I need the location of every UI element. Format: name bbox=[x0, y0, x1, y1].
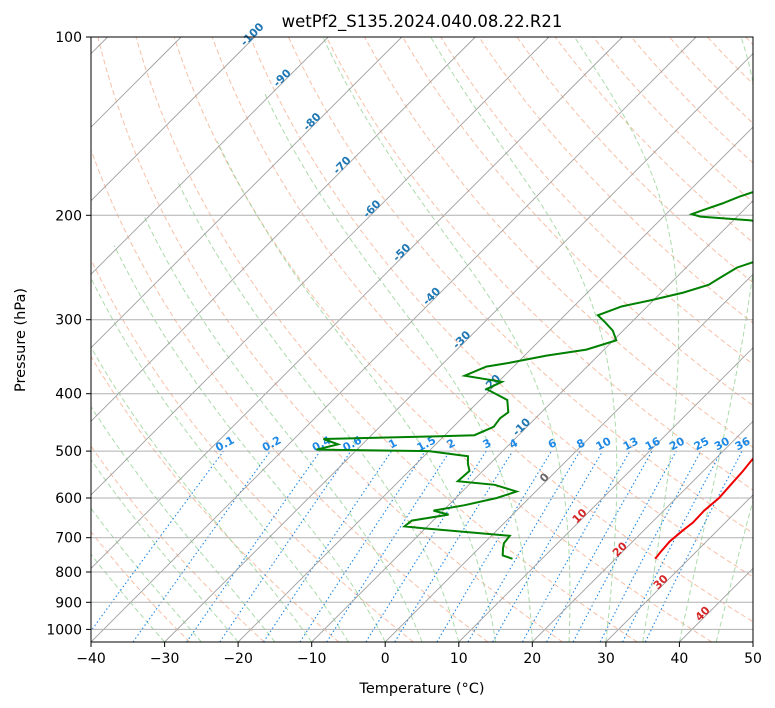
isotherm-line bbox=[91, 37, 329, 275]
dry-adiabat-line bbox=[91, 148, 489, 642]
dry-adiabat-line bbox=[173, 37, 713, 642]
moist-adiabat-line bbox=[715, 498, 753, 642]
y-tick-label: 400 bbox=[55, 387, 82, 403]
plot-frame bbox=[90, 36, 754, 643]
mixing-ratio-line bbox=[522, 450, 631, 642]
mixing-ratio-line bbox=[299, 450, 426, 642]
moist-adiabat-line bbox=[91, 276, 349, 642]
y-axis-label: Pressure (hPa) bbox=[13, 288, 29, 392]
moist-adiabat-line bbox=[264, 94, 533, 642]
dry-adiabat-line bbox=[211, 37, 753, 623]
y-tick-label: 100 bbox=[55, 30, 82, 46]
x-tick-label: −10 bbox=[297, 651, 327, 667]
isotherm-line bbox=[605, 494, 753, 642]
y-tick-label: 500 bbox=[55, 444, 82, 460]
x-tick-label: 50 bbox=[744, 651, 762, 667]
mixing-ratio-line bbox=[326, 450, 451, 642]
moist-adiabat-line bbox=[678, 37, 753, 642]
dry-adiabat-line bbox=[516, 37, 753, 284]
y-tick-label: 900 bbox=[55, 595, 82, 611]
moist-adiabat-line bbox=[430, 37, 618, 642]
dewpoint-line bbox=[316, 191, 753, 560]
isotherm-line bbox=[91, 37, 403, 349]
x-axis-label: Temperature (°C) bbox=[358, 681, 484, 697]
moist-adiabat-line bbox=[113, 245, 386, 642]
mixing-ratio-line bbox=[263, 450, 392, 642]
mixing-ratio-line bbox=[186, 450, 321, 642]
x-tick-label: −20 bbox=[223, 651, 253, 667]
mixing-ratio-line bbox=[91, 450, 224, 632]
dry-adiabat-line bbox=[478, 37, 753, 324]
isotherm-line bbox=[458, 347, 753, 642]
x-tick-label: 30 bbox=[597, 651, 615, 667]
moist-adiabat-line bbox=[143, 215, 423, 642]
mixing-ratio-label: 36 bbox=[733, 434, 753, 453]
moist-adiabat-line bbox=[91, 405, 276, 642]
dry-adiabat-line bbox=[91, 258, 414, 642]
x-tick-label: 10 bbox=[450, 651, 468, 667]
x-tick-label: −30 bbox=[150, 651, 180, 667]
isotherm-line bbox=[384, 273, 753, 642]
isotherm-line bbox=[91, 37, 623, 570]
isotherm-line bbox=[91, 37, 697, 642]
chart-title: wetPf2_S135.2024.040.08.22.R21 bbox=[282, 12, 563, 32]
dry-adiabat-line bbox=[135, 37, 638, 642]
x-tick-label: −40 bbox=[76, 651, 106, 667]
isotherm-line bbox=[311, 200, 753, 642]
mixing-ratio-label: 13 bbox=[621, 435, 641, 454]
y-tick-label: 1000 bbox=[46, 622, 82, 638]
dry-adiabat-line bbox=[402, 37, 753, 407]
dry-adiabat-line bbox=[91, 531, 191, 642]
isotherm-line bbox=[531, 420, 753, 642]
dry-adiabat-line bbox=[592, 37, 753, 204]
x-tick-label: 0 bbox=[381, 651, 390, 667]
mixing-ratio-line bbox=[219, 450, 352, 642]
dry-adiabat-line bbox=[326, 37, 753, 491]
isotherm-line bbox=[91, 37, 476, 422]
mixing-ratio-line bbox=[132, 450, 271, 642]
x-tick-label: 40 bbox=[670, 651, 688, 667]
y-tick-label: 600 bbox=[55, 491, 82, 507]
moist-adiabat-line bbox=[322, 37, 571, 642]
moist-adiabat-line bbox=[574, 37, 679, 642]
mixing-ratio-line bbox=[644, 450, 743, 642]
grid-layer bbox=[91, 37, 753, 642]
y-tick-label: 800 bbox=[55, 565, 82, 581]
dry-adiabat-line bbox=[249, 37, 753, 578]
moist-adiabat-line bbox=[176, 180, 460, 642]
series-layer bbox=[316, 191, 753, 560]
mixing-ratio-line bbox=[394, 450, 514, 642]
moist-adiabat-line bbox=[91, 458, 239, 642]
isotherm-line bbox=[237, 126, 753, 642]
y-tick-label: 200 bbox=[55, 208, 82, 224]
x-tick-label: 20 bbox=[523, 651, 541, 667]
mixing-ratio-label: 10 bbox=[594, 434, 614, 453]
temperature-line bbox=[654, 456, 753, 560]
tick-layer: −40 −30 −20 −10 0 10 20 30 40 50 100 200 300 400 500 60… bbox=[46, 30, 762, 667]
mixing-ratio-label: 16 bbox=[643, 434, 663, 453]
mixing-ratio-label: 30 bbox=[712, 434, 732, 453]
dry-adiabat-line bbox=[97, 37, 563, 642]
dry-adiabat-line bbox=[287, 37, 753, 534]
moist-adiabat-line bbox=[91, 346, 313, 642]
isotherm-line bbox=[164, 52, 753, 642]
dry-adiabat-line bbox=[440, 37, 753, 365]
isotherm-line bbox=[91, 37, 256, 202]
mixing-ratio-label: 25 bbox=[692, 435, 712, 454]
mixing-ratio-line bbox=[572, 450, 677, 642]
isotherm-line bbox=[91, 37, 550, 496]
mixing-ratio-label: 20 bbox=[667, 434, 687, 453]
mixing-ratio-line bbox=[546, 450, 653, 642]
y-tick-label: 300 bbox=[55, 313, 82, 329]
y-tick-label: 700 bbox=[55, 531, 82, 547]
